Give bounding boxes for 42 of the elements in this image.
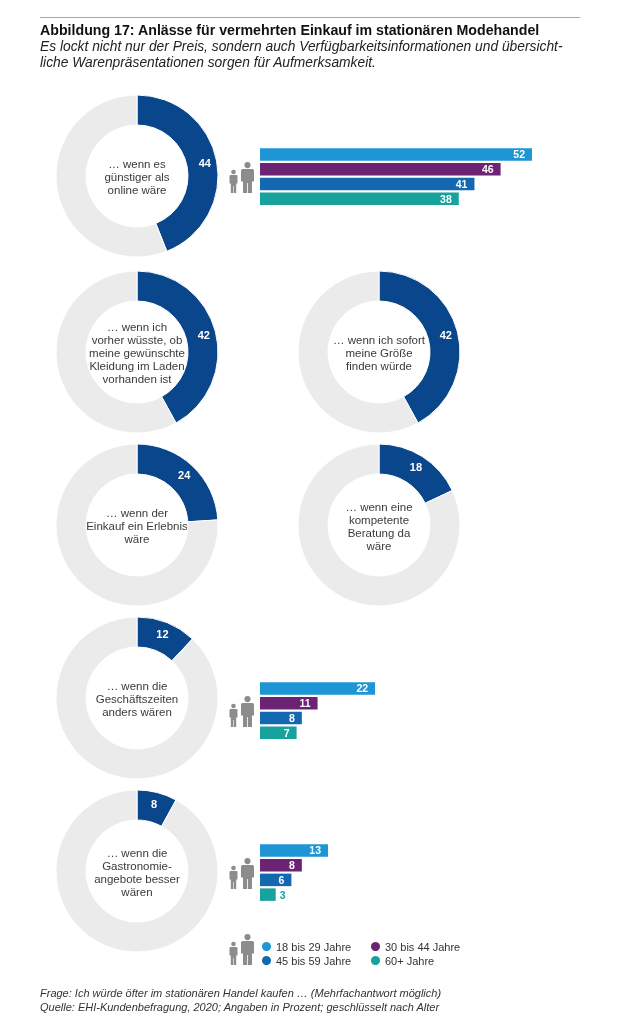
text: … wenn die Geschäftszeiten anders wären — [95, 680, 178, 718]
source-note: Quelle: EHI-Kundenbefragung, 2020; Angaben in Prozent; geschlüsselt nach Alter — [40, 1000, 440, 1014]
data-label: 8 — [150, 798, 157, 811]
data-label: 38 — [440, 192, 452, 205]
bar — [260, 148, 532, 161]
bar — [260, 682, 376, 695]
legend-label: 45 bis 59 Jahre — [276, 954, 352, 967]
text: … wenn die Gastronomie- angebote besser wären — [93, 846, 180, 898]
data-label: 44 — [198, 157, 212, 170]
text: … wenn ich sofort meine Größe finden würde — [332, 333, 426, 372]
data-label: 41 — [455, 177, 468, 190]
data-label: 52 — [513, 148, 526, 161]
text: … wenn eine kompetente Beratung da wäre — [345, 500, 413, 552]
data-label: 13 — [309, 844, 322, 857]
data-label: 3 — [279, 888, 286, 901]
bar — [260, 888, 276, 901]
data-label: 22 — [356, 682, 369, 695]
data-label: 42 — [439, 328, 452, 341]
data-label: 46 — [481, 163, 494, 176]
text: … wenn es günstiger als online wäre — [104, 158, 170, 196]
data-label: 11 — [299, 697, 311, 710]
bar — [260, 162, 501, 176]
legend-label: 30 bis 44 Jahre — [385, 940, 461, 953]
data-label: 6 — [278, 873, 285, 886]
data-label: 8 — [289, 711, 295, 724]
text: Abbildung 17: Anlässe für vermehrten Einkauf im stationären Modehandel — [40, 22, 541, 38]
text: … wenn ich vorher wüsste, ob meine gewünschte Kleidung im Laden vorhanden ist — [88, 320, 185, 385]
bar — [260, 726, 297, 739]
text: Es lockt nicht nur der Preis, sondern auch Verfügbarkeitsinformationen und übersicht-liche Warenpräsentationen sorgen für Aufmerksamkeit. — [40, 39, 564, 71]
legend-label: 60+ Jahre — [385, 954, 435, 967]
data-label: 12 — [155, 627, 169, 640]
data-label: 24 — [177, 468, 191, 481]
data-label: 18 — [409, 460, 423, 473]
bar — [260, 844, 328, 857]
bar — [260, 192, 459, 205]
text: … wenn der Einkauf ein Erlebnis wäre — [85, 507, 188, 545]
legend-label: 18 bis 29 Jahre — [276, 940, 352, 953]
data-label: 8 — [289, 859, 295, 872]
data-label: 7 — [283, 726, 290, 739]
bar — [260, 177, 475, 191]
text: Frage: Ich würde öfter im stationären Handel kaufen … (Mehrfachantwort möglich) — [40, 986, 442, 1000]
data-label: 42 — [197, 328, 210, 341]
